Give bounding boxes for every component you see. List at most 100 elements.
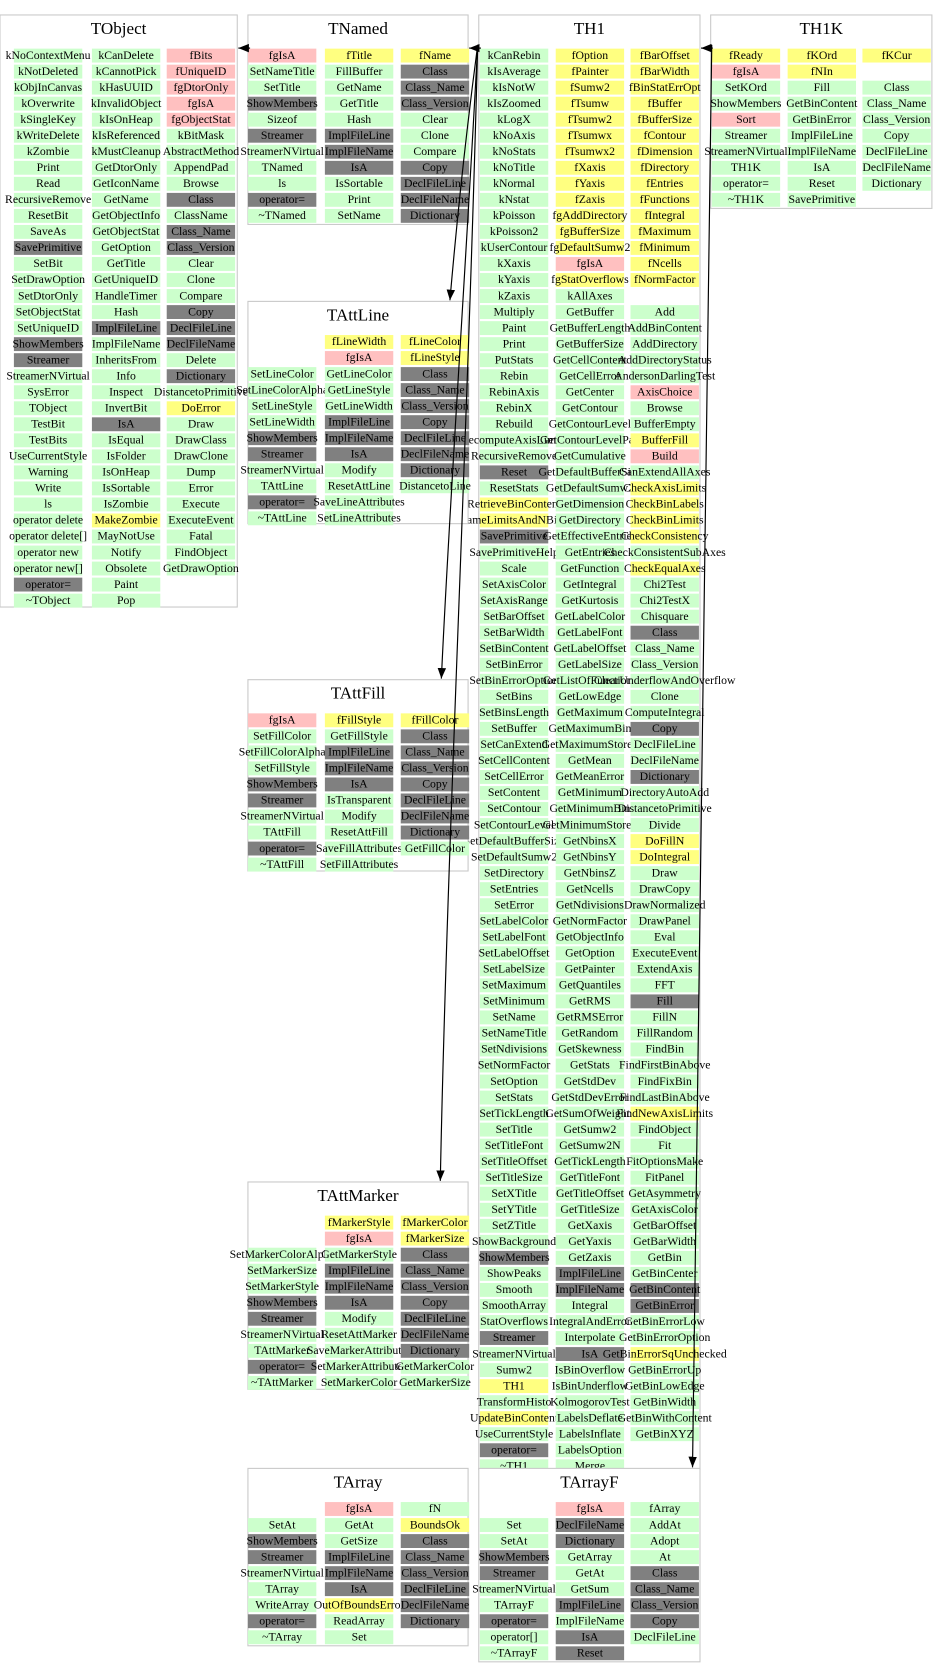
member-cell <box>555 273 625 287</box>
member-name: Rebin <box>500 369 528 382</box>
member-name: TAttFill <box>263 826 301 839</box>
member-cell <box>13 64 83 79</box>
member-name: DrawClass <box>175 434 227 447</box>
member-cell <box>479 1218 549 1233</box>
member-cell <box>324 64 394 79</box>
member-cell <box>630 353 699 368</box>
member-cell <box>479 80 549 95</box>
member-name: fKOrd <box>806 49 837 62</box>
member-name: GetYaxis <box>568 1235 612 1248</box>
member-name: DeclFileName <box>167 337 236 350</box>
member-name: ImplFileLine <box>328 415 390 428</box>
member-cell <box>555 994 625 1009</box>
class-title: TObject <box>91 19 147 38</box>
member-cell <box>555 1646 625 1661</box>
member-name: GetBinErrorSqUnchecked <box>603 1347 727 1360</box>
member-name: GetNormFactor <box>553 914 627 927</box>
member-name: AddDirectory <box>632 337 697 350</box>
member-name: SetMarkerAttributes <box>311 1360 408 1373</box>
member-cell <box>324 431 394 446</box>
member-cell <box>479 1074 549 1089</box>
member-name: MayNotUse <box>97 530 154 543</box>
member-name: GetAsymmetry <box>629 1187 702 1200</box>
member-cell <box>13 417 83 432</box>
member-name: ImplFileName <box>788 145 857 158</box>
member-name: GetBinErrorUp <box>628 1363 701 1376</box>
member-cell <box>400 80 470 95</box>
member-name: SetNormFactor <box>478 1059 551 1072</box>
member-cell <box>630 561 699 576</box>
member-name: InvertBit <box>105 401 148 414</box>
member-name: TNamed <box>262 161 303 174</box>
member-name: ImplFileName <box>325 145 394 158</box>
member-name: GetCellError <box>559 369 620 382</box>
member-name: GetBinWidth <box>633 1395 696 1408</box>
member-name: ImplFileName <box>556 1614 625 1627</box>
member-name: Class_Version <box>401 399 468 412</box>
member-name: SetStats <box>495 1091 533 1104</box>
member-name: FFT <box>655 979 675 992</box>
member-cell <box>247 160 317 175</box>
member-name: operator= <box>25 578 71 591</box>
member-cell <box>479 1250 549 1265</box>
member-name: Integral <box>572 1299 609 1312</box>
member-cell <box>630 1582 699 1597</box>
member-name: TArray <box>265 1582 299 1595</box>
member-name: Class_Name <box>405 81 464 94</box>
member-name: fZaxis <box>575 193 605 206</box>
member-name: fNormFactor <box>634 273 695 286</box>
member-name: FitOptionsMake <box>626 1155 703 1168</box>
member-name: ShowMembers <box>247 778 319 791</box>
member-cell <box>13 465 83 480</box>
member-name: Class_Name <box>171 225 230 238</box>
member-name: FitPanel <box>645 1171 685 1184</box>
member-name: IsA <box>351 447 368 460</box>
member-cell <box>630 513 699 528</box>
member-name: GetKurtosis <box>562 594 619 607</box>
member-cell <box>400 1550 470 1565</box>
member-name: Dictionary <box>176 369 226 382</box>
member-cell <box>400 192 470 207</box>
member-name: fgIsA <box>269 49 296 62</box>
member-cell <box>479 1106 549 1121</box>
member-name: SetName <box>493 1011 536 1024</box>
member-name: SetBinError <box>486 658 543 671</box>
member-cell <box>630 1395 699 1410</box>
member-cell <box>324 793 394 808</box>
member-cell <box>555 1395 625 1410</box>
member-name: Inspect <box>109 385 144 398</box>
member-cell <box>400 841 470 856</box>
member-cell <box>400 64 470 79</box>
member-name: GetFunction <box>561 562 620 575</box>
member-cell <box>555 208 625 223</box>
member-name: fMarkerStyle <box>328 1216 391 1229</box>
member-cell <box>630 1026 699 1041</box>
member-cell <box>400 729 470 744</box>
member-name: SetLabelOffset <box>479 947 551 960</box>
member-name: Copy <box>422 161 448 174</box>
member-cell <box>630 1363 699 1378</box>
member-name: CheckBinLabels <box>626 498 705 511</box>
member-cell <box>711 176 781 191</box>
member-cell <box>400 1343 470 1358</box>
member-cell <box>479 176 549 191</box>
member-cell <box>400 1327 470 1342</box>
member-cell <box>247 1311 317 1326</box>
member-cell <box>555 449 625 464</box>
member-name: GetSize <box>340 1534 377 1547</box>
member-name: fDimension <box>637 145 693 158</box>
member-name: Error <box>189 482 214 495</box>
member-cell <box>479 224 549 239</box>
member-cell <box>324 399 394 414</box>
member-cell <box>630 1058 699 1073</box>
member-cell <box>555 770 625 784</box>
member-name: ShowMembers <box>13 337 85 350</box>
member-name: kLogX <box>497 113 531 126</box>
member-cell <box>630 946 699 961</box>
member-cell <box>91 144 161 159</box>
member-name: GetXaxis <box>568 1219 613 1232</box>
member-cell <box>247 415 317 430</box>
member-name: fName <box>419 49 451 62</box>
member-cell <box>324 777 394 792</box>
member-name: GetPainter <box>565 963 615 976</box>
